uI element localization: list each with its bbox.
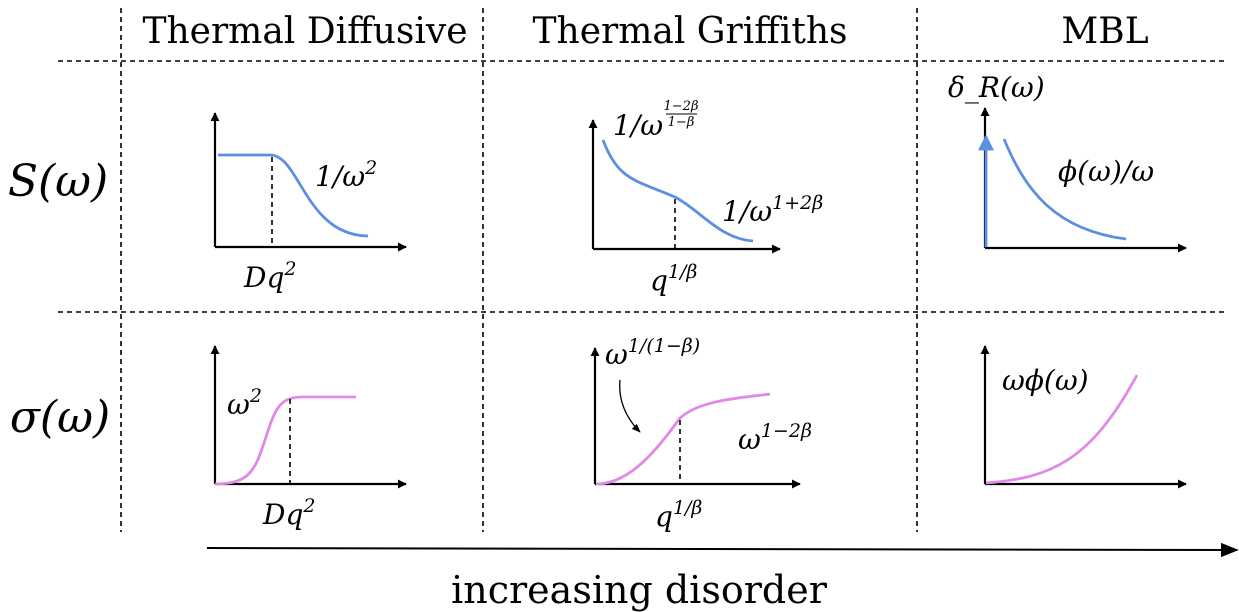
plot-s-diffusive: 1/ω2 Dq2 [210, 112, 407, 294]
sigma-griffiths-curve-label-high: ω1−2β [738, 420, 812, 456]
s-mbl-curve-label: ϕ(ω)/ω [1058, 155, 1154, 188]
plot-s-mbl: δ_R(ω) ϕ(ω)/ω [948, 71, 1187, 253]
s-diffusive-curve [218, 153, 369, 238]
sigma-griffiths-curve-label-low: ω1/(1−β) [605, 335, 700, 371]
sigma-mbl-curve-label: ωϕ(ω) [1002, 364, 1089, 397]
header-mbl: MBL [1061, 11, 1148, 52]
sigma-diffusive-curve-label: ω2 [227, 385, 262, 421]
sigma-diffusive-curve [214, 395, 356, 486]
s-griffiths-x-label: q1/β [650, 261, 697, 297]
plot-sigma-diffusive: ω2 Dq2 [210, 345, 407, 531]
sigma-mbl-curve [985, 374, 1139, 485]
s-mbl-y-label: δ_R(ω) [948, 71, 1045, 104]
sigma-griffiths-x-label: q1/β [655, 497, 702, 533]
disorder-label: increasing disorder [451, 568, 828, 612]
grid-lines [58, 8, 1225, 532]
s-mbl-curve [1002, 138, 1127, 241]
row-label-sigma-omega: σ(ω) [10, 392, 110, 443]
s-griffiths-curve-label-high: 1/ω1+2β [722, 192, 823, 228]
sigma-griffiths-curve [595, 392, 771, 486]
s-griffiths-curve-label-low: 1/ω [613, 109, 663, 142]
exponent-denominator: 1−β [668, 115, 695, 130]
plot-s-griffiths: 1/ω 1−2β 1−β 1/ω1+2β q1/β [588, 99, 823, 297]
annotation-arrow [619, 379, 641, 433]
s-diffusive-x-label: Dq2 [243, 258, 296, 294]
plot-sigma-griffiths: ω1/(1−β) ω1−2β q1/β [590, 335, 812, 533]
row-label-s-omega: S(ω) [8, 156, 108, 207]
s-diffusive-curve-label: 1/ω2 [315, 157, 377, 193]
sigma-diffusive-x-label: Dq2 [262, 495, 315, 531]
plot-sigma-mbl: ωϕ(ω) [980, 345, 1187, 489]
s-griffiths-curve [601, 139, 754, 243]
header-thermal-diffusive: Thermal Diffusive [142, 11, 467, 52]
header-thermal-griffiths: Thermal Griffiths [533, 11, 848, 52]
disorder-arrow [206, 542, 1239, 558]
exponent-numerator: 1−2β [664, 99, 699, 114]
